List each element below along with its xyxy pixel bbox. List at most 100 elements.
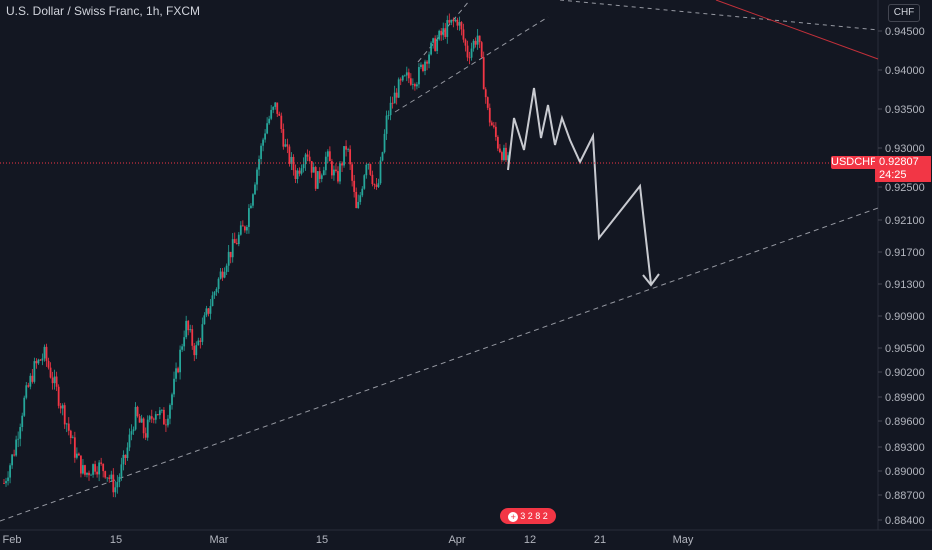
candle-body [395, 92, 398, 98]
candle-body [367, 164, 370, 165]
candle-body [67, 423, 70, 431]
candle [17, 431, 20, 448]
candle-body [347, 149, 349, 151]
candle-body [436, 39, 439, 51]
candle-body [379, 160, 382, 184]
candle [140, 414, 143, 423]
candle [177, 366, 179, 374]
candle [256, 167, 258, 191]
candle [138, 413, 141, 423]
candle-body [3, 483, 5, 484]
candle-body [507, 155, 509, 161]
candle-body [292, 156, 295, 171]
candle-body [280, 115, 283, 130]
candle [335, 163, 337, 173]
candle-body [405, 72, 408, 76]
candle-body [227, 251, 230, 266]
candle-body [411, 84, 414, 85]
y-tick-label: 0.91700 [885, 247, 925, 259]
candle [27, 382, 30, 388]
candle [349, 145, 352, 171]
candle-body [7, 477, 9, 482]
candle-body [120, 464, 123, 477]
candle-body [320, 175, 323, 179]
candle-body [499, 148, 501, 153]
candle-body [262, 139, 264, 146]
price-value: 0.92807 [879, 156, 919, 168]
candle-body [136, 406, 139, 417]
candle-body [377, 183, 380, 187]
candle [436, 34, 439, 54]
candle [132, 426, 135, 435]
x-tick-label: Mar [210, 534, 229, 546]
candle-body [432, 38, 435, 43]
candle [367, 163, 370, 170]
candle [203, 312, 206, 325]
candle [108, 474, 111, 483]
candle [290, 152, 293, 170]
candle [90, 473, 92, 476]
candle [217, 277, 220, 294]
candle [454, 17, 457, 23]
candle-body [21, 415, 24, 428]
y-tick-label: 0.90200 [885, 367, 925, 379]
candle [229, 251, 232, 264]
candle [248, 204, 250, 234]
candle [472, 39, 475, 52]
candle-body [82, 465, 84, 474]
candle-body [278, 113, 281, 116]
candle [391, 96, 394, 109]
candle [134, 402, 137, 431]
candle [86, 472, 88, 478]
candle-body [183, 337, 186, 347]
candle [416, 82, 418, 90]
lower-support-line [0, 207, 879, 522]
candle [371, 170, 374, 187]
chart-title: U.S. Dollar / Swiss Franc, 1h, FXCM [6, 4, 201, 18]
candle [33, 357, 36, 384]
candle-body [403, 75, 406, 77]
candle [116, 475, 119, 494]
candle [57, 384, 60, 409]
event-badge[interactable]: +3 2 8 2 [500, 508, 556, 524]
candle-body [197, 340, 200, 346]
candle [100, 457, 103, 466]
candle [333, 165, 335, 181]
x-tick-label: 15 [316, 534, 328, 546]
candle-body [134, 406, 137, 430]
candle [225, 263, 228, 275]
candle [355, 187, 358, 209]
candle [128, 428, 131, 452]
candle [405, 66, 408, 82]
candle [160, 409, 163, 414]
candle-body [179, 349, 181, 373]
candle-body [373, 184, 376, 185]
candle [158, 407, 161, 420]
upper-dashed-line [559, 0, 879, 31]
candle-body [458, 22, 461, 26]
candle [130, 424, 133, 441]
candle [458, 16, 461, 31]
candle-body [337, 171, 339, 182]
candle-body [241, 225, 244, 227]
candle-body [165, 424, 167, 426]
candle-body [185, 320, 188, 338]
candle [300, 164, 303, 176]
candle [219, 268, 222, 280]
candle-body [237, 234, 240, 245]
candle-body [191, 329, 194, 346]
candle [201, 317, 204, 346]
currency-button[interactable]: CHF [888, 4, 920, 22]
candle [53, 369, 56, 390]
candle-body [486, 97, 489, 108]
candle-body [146, 419, 149, 438]
candle-body [189, 329, 192, 331]
candle-body [482, 57, 485, 90]
candle-body [322, 170, 325, 176]
candle [122, 450, 125, 471]
candle [67, 417, 70, 436]
candle-body [154, 414, 157, 420]
candle-body [318, 171, 321, 179]
candle [73, 431, 76, 463]
